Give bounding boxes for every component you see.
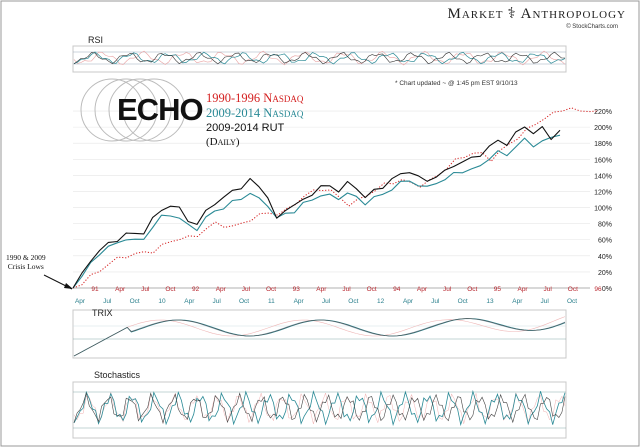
x-tick-bottom: Oct: [348, 298, 358, 305]
x-tick-bottom: Oct: [458, 298, 468, 305]
legend-nasdaq-2009: 2009-2014 Nasdaq: [206, 106, 304, 120]
x-tick-bottom: 11: [268, 298, 275, 305]
trix-line: [73, 316, 566, 357]
x-tick-bottom: Apr: [403, 298, 414, 305]
trix-panel: [72, 309, 567, 359]
brand-right: Anthropology: [520, 6, 626, 22]
source-credit: © StockCharts.com: [566, 24, 618, 30]
indicator-line: [73, 391, 566, 425]
y-tick-label: 120%: [594, 189, 612, 196]
x-tick-top: Jul: [544, 286, 553, 293]
x-tick-top: Apr: [517, 286, 528, 293]
x-tick-bottom: Apr: [75, 298, 86, 305]
series-layer: [72, 107, 599, 289]
y-tick-label: 40%: [598, 254, 612, 261]
x-tick-bottom: 10: [158, 298, 166, 305]
x-tick-top: 95: [494, 286, 502, 293]
x-tick-bottom: Apr: [184, 298, 195, 305]
x-tick-top: Oct: [165, 286, 175, 293]
y-tick-label: 60%: [598, 238, 612, 245]
x-tick-bottom: Apr: [294, 298, 305, 305]
x-tick-top: 96: [594, 286, 602, 293]
y-tick-label: 180%: [594, 141, 612, 148]
x-tick-bottom: Jul: [103, 298, 112, 305]
echo-rings-logo: [80, 78, 186, 142]
y-tick-label: 160%: [594, 157, 612, 164]
indicator-line: [73, 50, 566, 66]
x-tick-top: Jul: [141, 286, 150, 293]
x-tick-top: 94: [393, 286, 401, 293]
x-tick-bottom: 13: [486, 298, 494, 305]
legend-rut-2009: 2009-2014 RUT: [206, 122, 285, 134]
y-tick-label: 100%: [594, 206, 612, 213]
x-tick-top: Apr: [216, 286, 227, 293]
series-line-3: [72, 126, 561, 289]
x-tick-top: 91: [91, 286, 99, 293]
x-tick-bottom: Oct: [567, 298, 577, 305]
x-tick-bottom: Oct: [239, 298, 249, 305]
caduceus-icon: ⚕: [507, 6, 517, 22]
x-tick-bottom: Jul: [541, 298, 550, 305]
x-tick-top: 93: [293, 286, 301, 293]
y-tick-label: 220%: [594, 109, 612, 116]
x-tick-top: Apr: [316, 286, 327, 293]
trix-line: [73, 318, 566, 357]
x-axis-ticks: 91 Apr Jul Oct 92 Apr Jul Oct 93 Apr Jul Oct 94 Apr Ju…: [75, 286, 602, 305]
y-tick-label: 0%: [602, 286, 612, 293]
rsi-label: RSI: [88, 35, 104, 45]
brand-left: Market: [447, 6, 504, 22]
crisis-line-1: 1990 & 2009: [6, 253, 46, 262]
x-tick-top: Apr: [417, 286, 428, 293]
indicator-line: [73, 51, 566, 65]
series-line-2: [72, 134, 561, 289]
indicator-line: [73, 51, 565, 65]
x-tick-top: Jul: [242, 286, 251, 293]
x-tick-top: Oct: [266, 286, 276, 293]
y-tick-label: 140%: [594, 173, 612, 180]
x-tick-bottom: Apr: [512, 298, 523, 305]
y-tick-label: 200%: [594, 125, 612, 132]
rsi-panel: [72, 45, 567, 73]
x-tick-bottom: Jul: [213, 298, 222, 305]
x-tick-bottom: Jul: [322, 298, 331, 305]
crisis-arrow: [43, 274, 73, 290]
x-tick-top: Oct: [467, 286, 477, 293]
series-line-1: [72, 107, 599, 289]
stochastics-label: Stochastics: [94, 370, 141, 380]
y-tick-label: 20%: [598, 270, 612, 277]
x-tick-top: Oct: [367, 286, 377, 293]
y-axis-ticks: 0% 20% 40% 60% 80% 100% 120% 140% 160% 180% 200% 22…: [594, 109, 612, 293]
stochastics-panel: [72, 381, 567, 439]
price-panel-frame: [73, 110, 590, 289]
legend-nasdaq-1990: 1990-1996 Nasdaq: [206, 91, 304, 105]
brand-title: Market ⚕ Anthropology: [448, 4, 626, 23]
crisis-line-2: Crisis Lows: [7, 262, 44, 271]
indicator-line: [73, 389, 566, 427]
echo-logo-text: ECHO: [117, 92, 204, 127]
trix-label: TRIX: [92, 308, 113, 318]
x-tick-bottom: Jul: [431, 298, 440, 305]
x-tick-bottom: Oct: [130, 298, 140, 305]
legend-daily: (Daily): [206, 136, 240, 148]
x-tick-top: Jul: [443, 286, 452, 293]
update-note: * Chart updated ~ @ 1:45 pm EST 9/10/13: [395, 80, 518, 87]
x-tick-top: Apr: [115, 286, 126, 293]
x-tick-top: Jul: [342, 286, 351, 293]
x-tick-top: 92: [192, 286, 200, 293]
y-tick-label: 80%: [598, 222, 612, 229]
x-tick-bottom: 12: [377, 298, 385, 305]
crisis-lows-label: 1990 & 2009 Crisis Lows: [6, 253, 46, 271]
x-tick-top: Oct: [568, 286, 578, 293]
